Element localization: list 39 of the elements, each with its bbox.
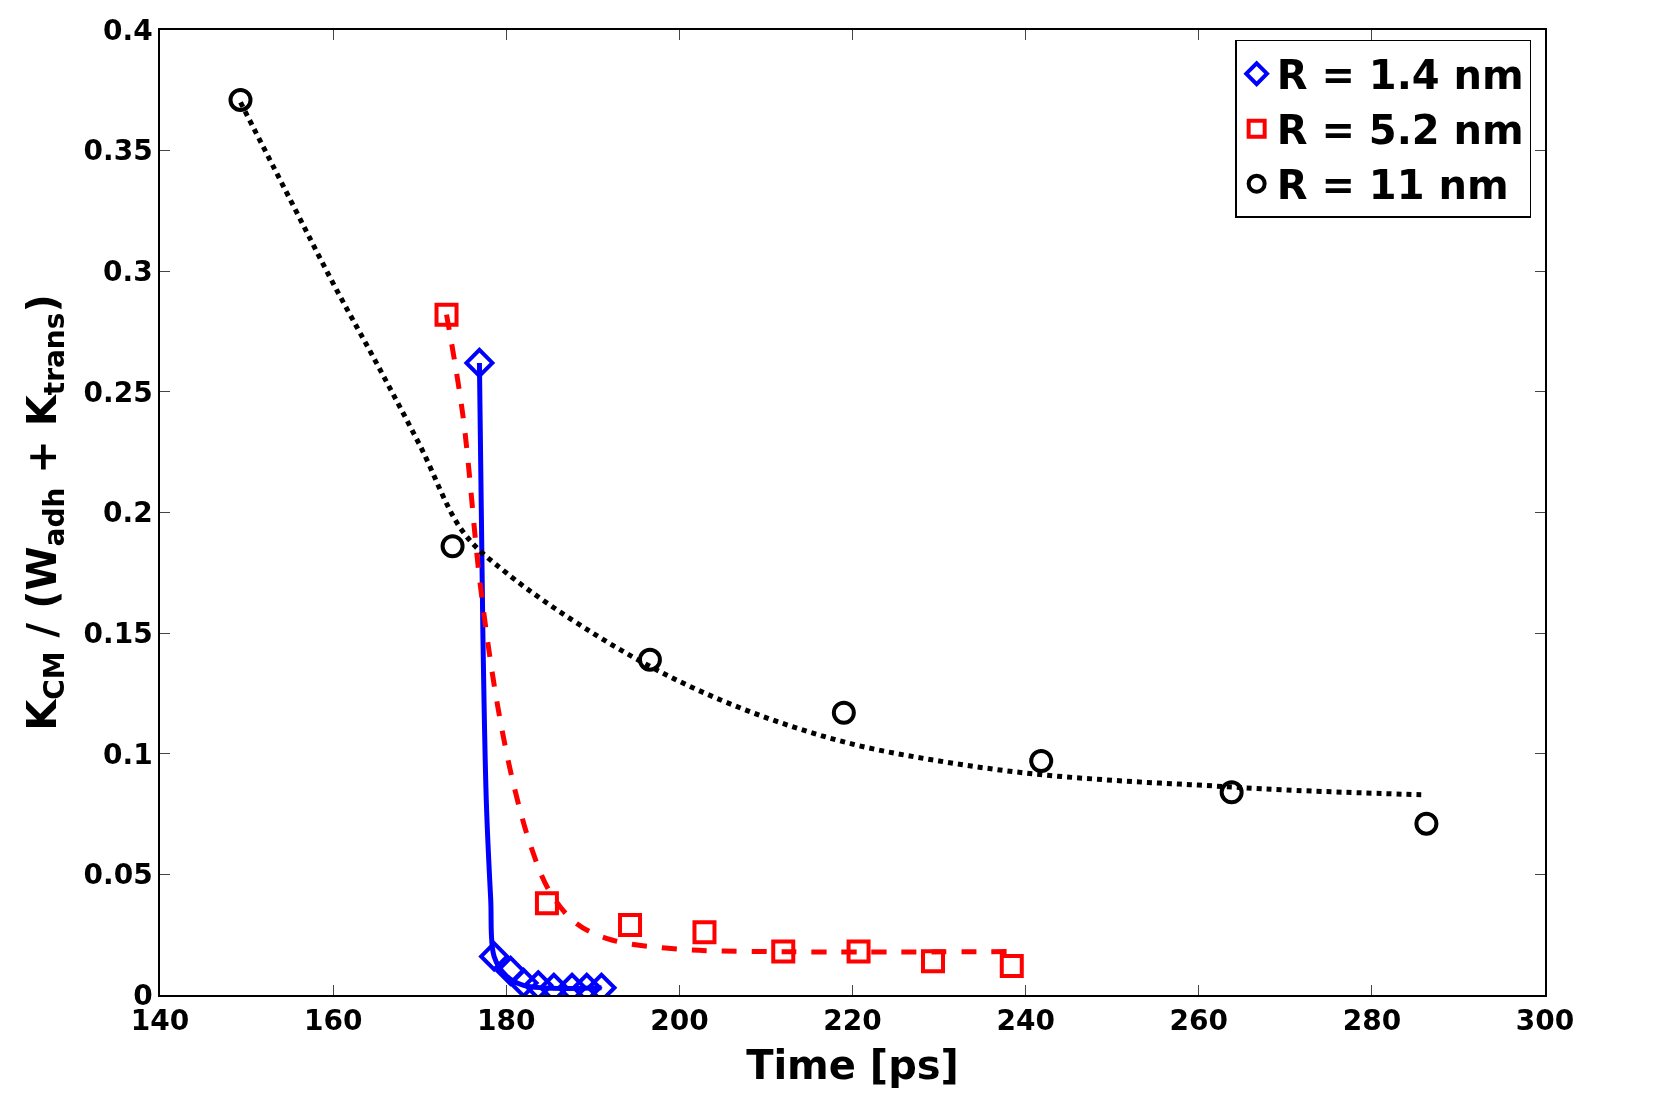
point xyxy=(921,949,945,974)
point xyxy=(228,87,253,112)
legend-label: R = 1.4 nm xyxy=(1276,52,1524,99)
x-tick-label: 260 xyxy=(1169,1004,1228,1038)
point xyxy=(495,955,526,986)
x-tick-label: 160 xyxy=(303,1004,363,1038)
point xyxy=(534,891,559,916)
point xyxy=(434,302,459,327)
point xyxy=(1219,780,1244,805)
point xyxy=(508,967,539,995)
y-tick-label: 0.2 xyxy=(103,496,153,530)
x-axis-title: Time [ps] xyxy=(746,1042,959,1089)
y-tick-label: 0.15 xyxy=(83,616,153,650)
x-tick-label: 220 xyxy=(823,1004,882,1038)
x-tick-label: 180 xyxy=(477,1004,536,1038)
point xyxy=(618,913,643,938)
legend-label: R = 11 nm xyxy=(1276,162,1509,209)
point xyxy=(1414,811,1439,836)
x-tick-label: 200 xyxy=(650,1004,709,1038)
y-tick-label: 0.1 xyxy=(103,737,153,771)
legend-label: R = 5.2 nm xyxy=(1276,107,1524,154)
point xyxy=(1029,748,1054,773)
point xyxy=(692,920,717,945)
x-tick-label: 300 xyxy=(1515,1004,1575,1038)
x-tick-label: 280 xyxy=(1342,1004,1402,1038)
y-tick-label: 0.4 xyxy=(103,13,153,47)
y-tick-label: 0.3 xyxy=(103,255,153,289)
x-tick-label: 240 xyxy=(996,1004,1055,1038)
point xyxy=(464,347,495,378)
point xyxy=(831,700,856,725)
y-tick-label: 0.25 xyxy=(83,375,153,409)
point xyxy=(637,647,662,672)
point xyxy=(440,534,465,559)
point xyxy=(846,939,871,964)
y-tick-label: 0.35 xyxy=(83,134,153,168)
y-tick-label: 0.05 xyxy=(83,858,153,892)
point xyxy=(999,954,1024,979)
point xyxy=(771,939,796,964)
point xyxy=(479,941,510,972)
